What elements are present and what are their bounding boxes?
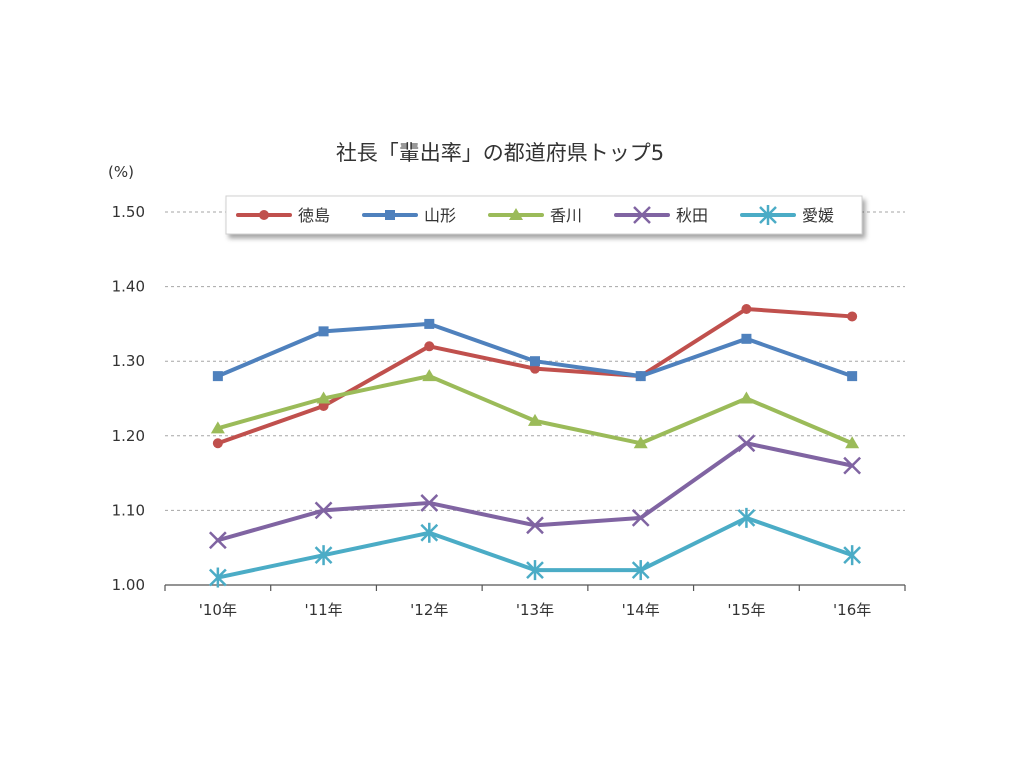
- series-lines: [208, 303, 862, 588]
- data-point: [420, 522, 439, 543]
- legend-item: 香川: [488, 206, 582, 225]
- legend-swatch-marker: [385, 210, 395, 220]
- x-tick-labels: '10年 '11年 '12年 '13年 '14年 '15年 '16年: [199, 601, 872, 619]
- series-4: [208, 434, 862, 550]
- y-tick-labels: 1.00 1.10 1.20 1.30 1.40 1.50: [112, 203, 145, 594]
- data-point: [212, 438, 223, 449]
- legend: 徳島 山形 香川 秋田 愛媛: [225, 195, 863, 235]
- y-tick-label: 1.30: [112, 352, 145, 370]
- legend-item: 愛媛: [740, 205, 834, 225]
- series-2: [212, 318, 858, 382]
- y-axis-unit-label: (%): [108, 163, 134, 181]
- legend-swatch-marker: [259, 210, 269, 220]
- y-tick-label: 1.40: [112, 278, 145, 296]
- data-point: [422, 369, 437, 382]
- data-point: [741, 303, 752, 314]
- legend-label: 山形: [424, 206, 456, 225]
- data-point: [526, 560, 544, 581]
- x-tick-label: '16年: [833, 601, 871, 619]
- data-point: [208, 567, 227, 588]
- legend-swatch-marker: [633, 206, 651, 224]
- x-tick-label: '15年: [727, 601, 765, 619]
- legend-label: 秋田: [676, 206, 708, 225]
- x-tick-label: '11年: [304, 601, 342, 619]
- y-tick-label: 1.00: [112, 576, 145, 594]
- data-point: [208, 531, 227, 550]
- data-point: [843, 545, 862, 566]
- series-5: [208, 507, 862, 588]
- x-tick-label: '14年: [622, 601, 660, 619]
- data-point: [737, 434, 756, 453]
- x-tick-label: '13年: [516, 601, 554, 619]
- x-tick-label: '12年: [410, 601, 448, 619]
- data-point: [739, 391, 754, 404]
- data-point: [424, 318, 435, 329]
- data-point: [633, 436, 648, 449]
- data-point: [318, 326, 329, 337]
- data-point: [843, 456, 862, 475]
- legend-swatch-marker: [509, 208, 523, 220]
- data-point: [631, 560, 650, 581]
- data-point: [635, 371, 646, 382]
- legend-item: 山形: [362, 206, 456, 225]
- data-point: [845, 436, 860, 449]
- legend-label: 徳島: [298, 206, 330, 225]
- data-point: [210, 421, 225, 434]
- data-point: [424, 341, 435, 352]
- data-point: [212, 371, 223, 382]
- legend-label: 愛媛: [802, 206, 834, 225]
- chart-title: 社長「輩出率」の都道府県トップ5: [336, 141, 664, 165]
- data-point: [737, 507, 756, 528]
- data-point: [631, 508, 650, 527]
- series-3: [210, 369, 860, 449]
- axes: [164, 584, 906, 591]
- data-point: [314, 545, 333, 566]
- data-point: [847, 311, 858, 322]
- legend-swatch-marker: [759, 205, 777, 225]
- data-point: [530, 356, 540, 367]
- data-point: [526, 516, 544, 535]
- y-tick-label: 1.50: [112, 203, 145, 221]
- data-point: [741, 333, 752, 344]
- legend-label: 香川: [550, 206, 582, 225]
- legend-item: 徳島: [236, 206, 330, 225]
- series-1: [212, 303, 858, 449]
- y-tick-label: 1.10: [112, 501, 145, 519]
- data-point: [528, 413, 542, 426]
- data-point: [316, 391, 331, 404]
- data-point: [420, 494, 439, 512]
- legend-item: 秋田: [614, 206, 708, 225]
- data-point: [847, 371, 858, 382]
- x-tick-label: '10年: [199, 601, 237, 619]
- data-point: [314, 501, 333, 520]
- y-tick-label: 1.20: [112, 427, 145, 445]
